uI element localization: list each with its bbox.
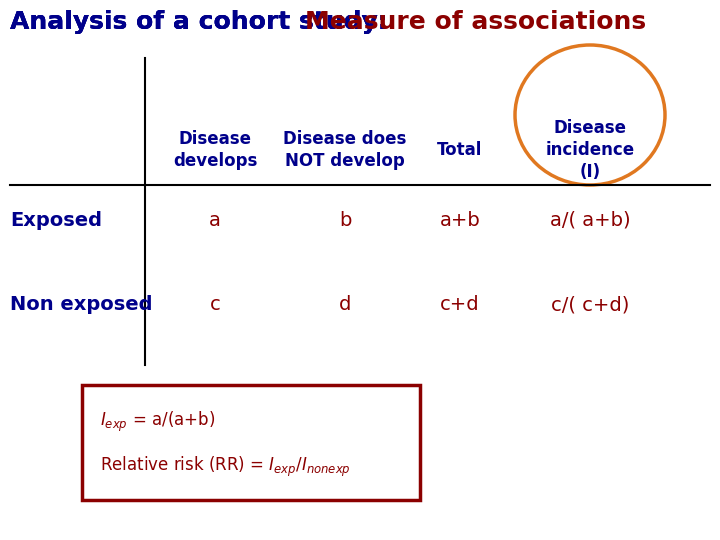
Text: c+d: c+d [440,295,480,314]
Text: Exposed: Exposed [10,211,102,229]
Text: c: c [210,295,220,314]
Text: d: d [339,295,351,314]
Text: Non exposed: Non exposed [10,295,153,314]
Text: Total: Total [437,141,482,159]
Text: Analysis of a cohort study:: Analysis of a cohort study: [10,10,405,34]
Text: a: a [209,211,221,229]
Text: Disease
incidence
(I): Disease incidence (I) [546,119,634,181]
Text: $I_{exp}$ = a/(a+b): $I_{exp}$ = a/(a+b) [100,410,215,434]
Text: Analysis of a cohort study:: Analysis of a cohort study: [10,10,405,34]
Text: a+b: a+b [440,211,480,229]
Text: Relative risk (RR) = $I_{exp}$/$I_{nonexp}$: Relative risk (RR) = $I_{exp}$/$I_{nonex… [100,455,351,479]
Text: Analysis of a cohort study:: Analysis of a cohort study: [10,10,405,34]
Text: b: b [339,211,351,229]
Text: Measure of associations: Measure of associations [305,10,646,34]
Text: Disease does
NOT develop: Disease does NOT develop [283,130,407,170]
Text: a/( a+b): a/( a+b) [549,211,630,229]
Text: c/( c+d): c/( c+d) [551,295,629,314]
Text: Disease
develops: Disease develops [173,130,257,170]
FancyBboxPatch shape [82,385,420,500]
